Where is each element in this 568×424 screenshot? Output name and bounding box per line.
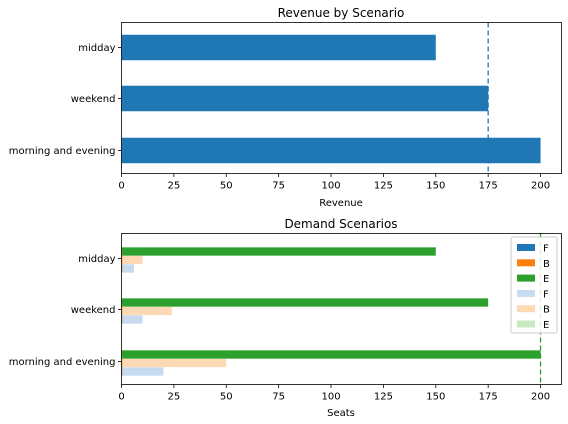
demand-bar-midday-e-2 <box>121 247 436 256</box>
demand-bar-morning-and-evening-f-0 <box>121 367 164 376</box>
demand-chart-x-tick-label: 175 <box>479 392 498 403</box>
demand-bar-weekend-e-2 <box>121 298 489 307</box>
revenue-chart-x-tick-label: 25 <box>168 181 181 192</box>
revenue-chart-x-tick-label: 50 <box>220 181 233 192</box>
revenue-bar-midday <box>121 34 436 61</box>
demand-chart-x-tick-label: 25 <box>168 392 181 403</box>
demand-chart-x-tick-label: 0 <box>118 392 124 403</box>
demand-chart-x-tick-label: 100 <box>321 392 340 403</box>
demand-chart-x-tick-label: 50 <box>220 392 233 403</box>
revenue-chart-x-tick-label: 150 <box>426 181 445 192</box>
revenue-chart-y-tick-label-weekend: weekend <box>71 94 116 105</box>
legend-label-f-3: F <box>543 289 549 300</box>
revenue-chart-marks <box>121 22 541 174</box>
legend-label-f-0: F <box>543 244 549 255</box>
demand-bar-midday-f-0 <box>121 264 135 273</box>
demand-bar-weekend-b-1 <box>121 306 172 316</box>
revenue-chart-x-tick-label: 175 <box>479 181 498 192</box>
demand-chart-x-tick-label: 75 <box>272 392 285 403</box>
revenue-chart-x-tick-label: 0 <box>118 181 124 192</box>
demand-chart-y-tick-label-midday: midday <box>78 254 115 265</box>
demand-chart-y-tick-label-morning-and-evening: morning and evening <box>9 357 116 368</box>
revenue-bar-weekend <box>121 85 489 112</box>
revenue-chart-y-tick-label-morning-and-evening: morning and evening <box>9 146 116 157</box>
revenue-chart-y-tick-label-midday: midday <box>78 43 115 54</box>
legend-label-e-5: E <box>543 320 549 331</box>
legend-label-b-1: B <box>543 259 550 270</box>
demand-chart-x-ticks: 0 25 50 75 100 125 150 175 200 <box>118 384 550 403</box>
legend-swatch-e-2 <box>517 274 535 282</box>
demand-chart-x-tick-label: 200 <box>531 392 550 403</box>
demand-chart-y-tick-label-weekend: weekend <box>71 305 116 316</box>
revenue-bar-morning-and-evening <box>121 137 541 164</box>
demand-bar-midday-b-1 <box>121 255 143 265</box>
legend-box <box>510 236 558 334</box>
revenue-chart-x-tick-label: 100 <box>321 181 340 192</box>
demand-bar-morning-and-evening-b-1 <box>121 358 227 368</box>
legend-swatch-b-1 <box>517 259 535 267</box>
demand-chart-x-tick-label: 125 <box>374 392 393 403</box>
revenue-chart-x-tick-label: 125 <box>374 181 393 192</box>
revenue-chart-title: Revenue by Scenario <box>278 6 405 20</box>
legend-swatch-e-5 <box>517 320 535 328</box>
legend-swatch-b-4 <box>517 305 535 313</box>
legend-label-e-2: E <box>543 274 549 285</box>
revenue-chart-x-tick-label: 200 <box>531 181 550 192</box>
legend-label-b-4: B <box>543 305 550 316</box>
revenue-chart-x-ticks: 0 25 50 75 100 125 150 175 200 <box>118 173 550 192</box>
revenue-chart-x-axis-label: Revenue <box>319 198 363 209</box>
demand-chart-x-tick-label: 150 <box>426 392 445 403</box>
revenue-chart-x-tick-label: 75 <box>272 181 285 192</box>
demand-bar-weekend-f-0 <box>121 315 143 324</box>
revenue-chart: Revenue by Scenario 0 25 50 75 100 125 150 175 2… <box>9 6 562 209</box>
demand-bar-morning-and-evening-e-2 <box>121 350 541 359</box>
demand-chart-title: Demand Scenarios <box>284 217 397 231</box>
revenue-chart-y-ticks: morning and evening weekend midday <box>9 43 122 157</box>
demand-chart-x-axis-label: Seats <box>327 408 355 419</box>
demand-chart: Demand Scenarios 0 25 50 75 100 125 150 175 200 … <box>9 217 562 419</box>
revenue-chart-frame <box>121 22 562 174</box>
legend-swatch-f-3 <box>517 289 535 297</box>
demand-chart-y-ticks: morning and evening weekend midday <box>9 254 122 368</box>
legend-swatch-f-0 <box>517 244 535 251</box>
demand-chart-frame <box>121 233 562 385</box>
